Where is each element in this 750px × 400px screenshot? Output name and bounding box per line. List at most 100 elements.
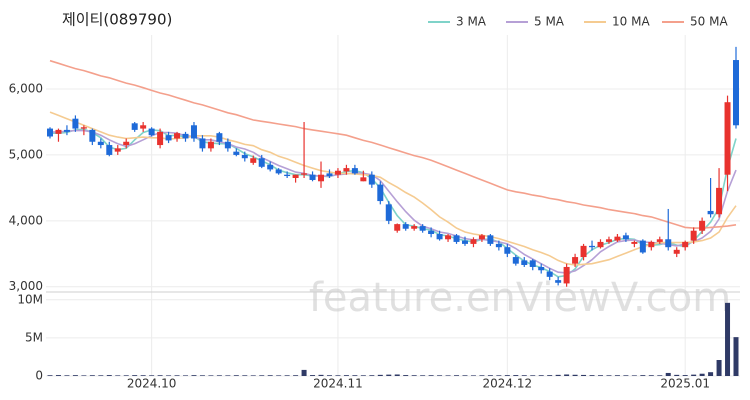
candle-body <box>639 240 646 253</box>
volume-bar <box>657 375 663 376</box>
candle-body <box>461 240 468 244</box>
candle-body <box>673 249 680 254</box>
candle-body <box>402 224 409 229</box>
legend-label: 50 MA <box>690 15 728 29</box>
volume-bar <box>631 375 637 376</box>
candle-body <box>224 141 231 149</box>
candle-body <box>538 266 545 271</box>
watermark: feature.enViewV.com <box>309 275 731 321</box>
candle-body <box>275 169 282 174</box>
volume-bar <box>326 375 332 376</box>
y-tick-label: 6,000 <box>9 82 43 96</box>
volume-bar <box>98 375 104 376</box>
volume-bar <box>149 375 155 376</box>
volume-bar <box>81 375 87 376</box>
candle-body <box>495 243 502 248</box>
y-tick-label: 5,000 <box>9 147 43 161</box>
y-tick-label: 3,000 <box>9 279 43 293</box>
candle-body <box>470 239 477 244</box>
candle-body <box>622 235 629 240</box>
volume-bar <box>123 375 129 376</box>
volume-bar <box>343 375 349 376</box>
volume-bar <box>115 375 121 376</box>
candle-body <box>182 133 189 139</box>
volume-bar <box>72 375 78 376</box>
volume-bar <box>140 375 146 376</box>
volume-bar <box>335 375 341 376</box>
candle-body <box>63 129 70 132</box>
volume-bar <box>318 374 324 376</box>
candle-body <box>123 141 130 146</box>
volume-bar <box>716 360 722 376</box>
volume-bar <box>454 375 460 376</box>
candle-body <box>707 210 714 215</box>
volume-bar <box>250 375 256 376</box>
candle-body <box>190 125 197 139</box>
volume-bar <box>597 375 603 376</box>
candle-body <box>411 226 418 229</box>
candle-body <box>716 187 723 215</box>
volume-bar <box>470 375 476 376</box>
volume-bar <box>640 375 646 376</box>
candle-body <box>97 141 104 146</box>
volume-bar <box>538 375 544 376</box>
candle-body <box>318 174 325 182</box>
volume-bar <box>191 375 197 376</box>
candle-body <box>453 235 460 242</box>
ma-line <box>49 59 737 229</box>
volume-bar <box>589 375 595 376</box>
candle-body <box>521 260 528 265</box>
candle-body <box>106 145 113 155</box>
volume-bar <box>665 372 671 376</box>
volume-bar <box>725 302 731 376</box>
candle-body <box>334 170 341 175</box>
candle-body <box>267 164 274 170</box>
candle-body <box>360 177 367 182</box>
volume-bar <box>437 375 443 376</box>
candle-body <box>665 239 672 248</box>
x-tick-label: 2025.01 <box>660 377 710 391</box>
candle-body <box>148 128 155 136</box>
candle-body <box>436 234 443 240</box>
volume-bar <box>199 375 205 376</box>
volume-bar <box>403 375 409 376</box>
volume-bar <box>504 375 510 376</box>
candle-body <box>301 173 308 175</box>
candle-body <box>207 141 214 149</box>
volume-bar <box>157 375 163 376</box>
ma-line <box>50 129 737 274</box>
volume-bar <box>301 369 307 376</box>
candle-body <box>114 148 121 152</box>
volume-bar <box>64 375 70 376</box>
volume-bar <box>614 375 620 376</box>
candle-body <box>529 260 536 267</box>
volume-bar <box>623 375 629 376</box>
candle-body <box>131 123 138 130</box>
candle-body <box>682 241 689 248</box>
candle-body <box>292 174 299 178</box>
candle-body <box>580 245 587 258</box>
volume-bar <box>360 375 366 376</box>
volume-bar <box>606 375 612 376</box>
volume-bar <box>386 374 392 376</box>
candle-body <box>605 239 612 242</box>
x-tick-label: 2024.10 <box>127 377 177 391</box>
candle-body <box>546 271 553 277</box>
legend-label: 5 MA <box>534 15 565 29</box>
candle-body <box>250 158 257 163</box>
y-tick-label: 0 <box>35 369 43 383</box>
candle-body <box>233 151 240 155</box>
volume-bar <box>496 375 502 376</box>
volume-bar <box>394 374 400 376</box>
candle-body <box>648 241 655 248</box>
volume-bar <box>259 375 265 376</box>
candle-body <box>199 138 206 149</box>
volume-bar <box>216 375 222 376</box>
volume-bar <box>55 375 61 376</box>
candle-body <box>140 125 147 129</box>
chart-title: 제이티(089790) <box>62 11 172 29</box>
volume-bar <box>564 374 570 376</box>
x-tick-label: 2024.12 <box>483 377 533 391</box>
candle-body <box>724 102 731 175</box>
volume-bar <box>462 375 468 376</box>
